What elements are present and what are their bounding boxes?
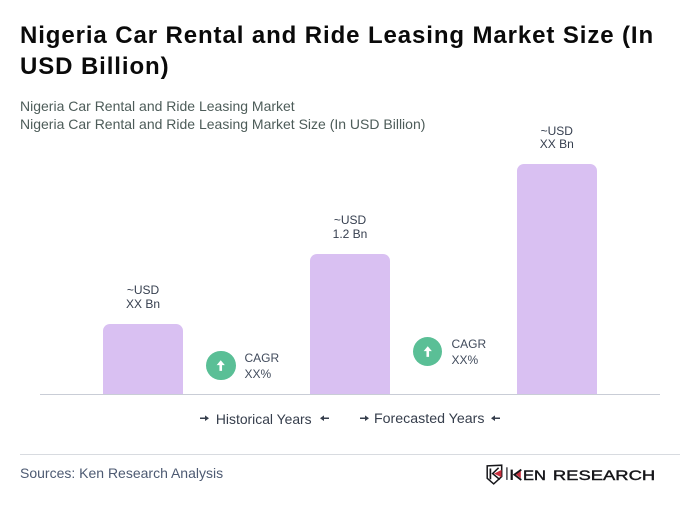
svg-text:EN: EN xyxy=(523,467,546,483)
svg-text:RESEARCH: RESEARCH xyxy=(553,467,655,483)
